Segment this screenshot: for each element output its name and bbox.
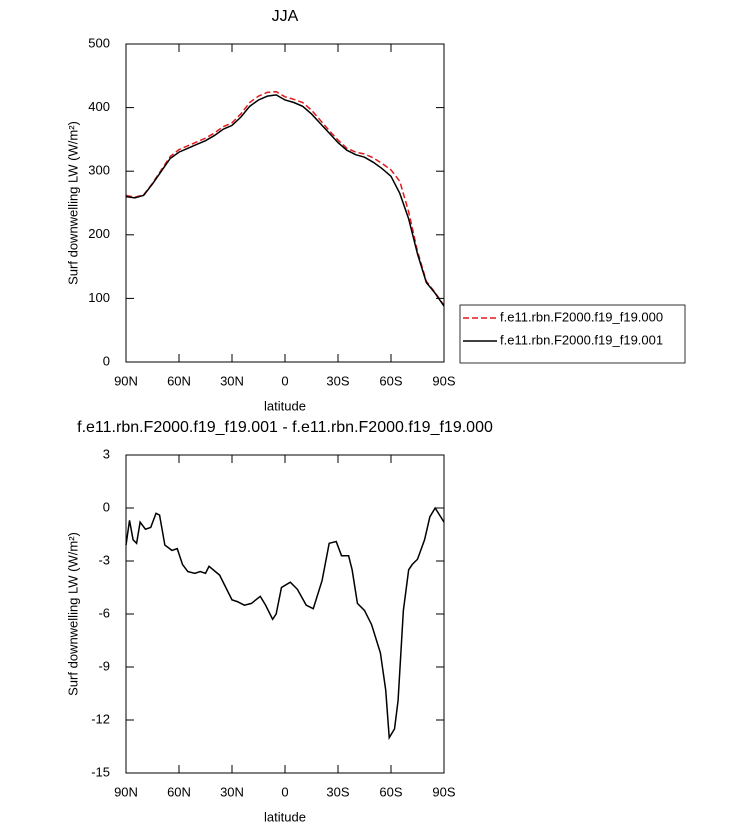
- x-tick-label: 60N: [167, 373, 191, 388]
- y-tick-label: 3: [103, 446, 110, 461]
- x-tick-label: 30S: [326, 784, 349, 799]
- y-tick-label: 0: [103, 353, 110, 368]
- legend-label: f.e11.rbn.F2000.f19_f19.001: [500, 332, 663, 347]
- x-tick-label: 60N: [167, 784, 191, 799]
- x-tick-label: 0: [281, 373, 288, 388]
- y-tick-label: -9: [98, 658, 110, 673]
- legend-box: [459, 304, 686, 364]
- y-tick-label: 500: [88, 35, 110, 50]
- plot-frame: [125, 43, 445, 363]
- y-tick-label: -12: [91, 711, 110, 726]
- chart-title: JJA: [272, 8, 299, 25]
- chart-title: f.e11.rbn.F2000.f19_f19.001 - f.e11.rbn.…: [77, 419, 493, 436]
- x-axis-label: latitude: [264, 398, 306, 413]
- x-tick-label: 90N: [114, 373, 138, 388]
- plot-frame: [125, 454, 445, 774]
- y-tick-label: 200: [88, 226, 110, 241]
- data-line: [125, 94, 445, 307]
- y-tick-label: -15: [91, 764, 110, 779]
- y-tick-label: -3: [98, 552, 110, 567]
- x-tick-label: 60S: [379, 373, 402, 388]
- y-tick-label: -6: [98, 605, 110, 620]
- legend: f.e11.rbn.F2000.f19_f19.000 f.e11.rbn.F20…: [459, 304, 686, 364]
- y-axis-label: Surf downwelling LW (W/m²): [65, 121, 80, 285]
- legend-label: f.e11.rbn.F2000.f19_f19.000: [500, 309, 663, 324]
- x-tick-label: 0: [281, 784, 288, 799]
- x-tick-label: 30N: [220, 373, 244, 388]
- data-line: [125, 90, 445, 306]
- x-tick-label: 60S: [379, 784, 402, 799]
- x-tick-label: 90S: [432, 373, 455, 388]
- x-tick-label: 30N: [220, 784, 244, 799]
- x-axis-label: latitude: [264, 809, 306, 824]
- y-tick-label: 0: [103, 499, 110, 514]
- y-tick-label: 400: [88, 99, 110, 114]
- x-tick-label: 30S: [326, 373, 349, 388]
- data-line: [125, 506, 445, 741]
- x-tick-label: 90N: [114, 784, 138, 799]
- y-axis-label: Surf downwelling LW (W/m²): [65, 532, 80, 696]
- y-tick-label: 300: [88, 163, 110, 178]
- y-tick-label: 100: [88, 290, 110, 305]
- x-tick-label: 90S: [432, 784, 455, 799]
